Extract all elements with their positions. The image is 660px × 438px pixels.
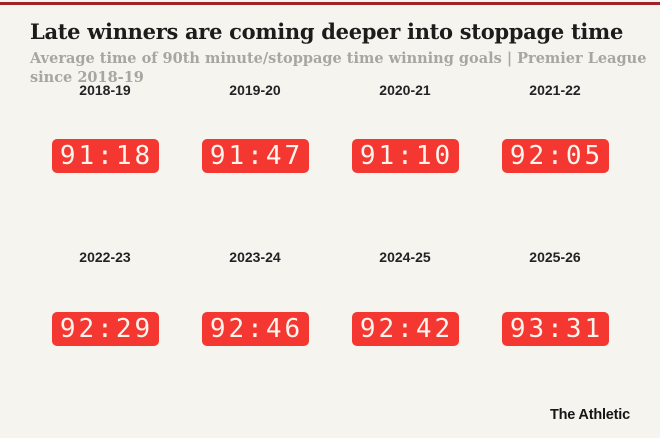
clock-display: 92:05 (501, 139, 609, 173)
clock-time: 93:31 (509, 314, 604, 344)
the-athletic-wordmark: The Athletic (549, 407, 630, 423)
season-label: 2024-25 (379, 249, 431, 265)
chart-subtitle: Average time of 90th minute/stoppage tim… (30, 50, 647, 86)
clock-time: 92:05 (509, 141, 604, 171)
season-cell-2018-19: 2018-19 91:18 (30, 82, 180, 173)
clock-time: 91:10 (359, 141, 454, 171)
clock-time: 92:42 (359, 314, 454, 344)
clock-time: 92:29 (59, 314, 154, 344)
clock-time: 91:18 (59, 141, 154, 171)
season-cell-2020-21: 2020-21 91:10 (330, 82, 480, 173)
clock-display: 92:46 (201, 312, 309, 346)
season-cell-2023-24: 2023-24 92:46 (180, 249, 330, 346)
season-label: 2025-26 (529, 249, 581, 265)
season-label: 2023-24 (229, 249, 281, 265)
season-cell-2021-22: 2021-22 92:05 (480, 82, 630, 173)
season-cell-2024-25: 2024-25 92:42 (330, 249, 480, 346)
season-cell-2022-23: 2022-23 92:29 (30, 249, 180, 346)
season-label: 2019-20 (229, 82, 281, 98)
clock-display: 93:31 (501, 312, 609, 346)
clock-display: 91:47 (201, 139, 309, 173)
clock-row-1: 2018-19 91:18 2019-20 91:47 2020-21 91:1… (30, 82, 630, 173)
clock-row-2: 2022-23 92:29 2023-24 92:46 2024-25 92:4… (30, 249, 630, 346)
season-label: 2022-23 (79, 249, 131, 265)
clock-display: 91:10 (351, 139, 459, 173)
clock-time: 92:46 (209, 314, 304, 344)
season-label: 2020-21 (379, 82, 431, 98)
chart-title: Late winners are coming deeper into stop… (30, 19, 623, 44)
clock-display: 92:42 (351, 312, 459, 346)
clock-time: 91:47 (209, 141, 304, 171)
clock-display: 92:29 (51, 312, 159, 346)
season-cell-2019-20: 2019-20 91:47 (180, 82, 330, 173)
season-cell-2025-26: 2025-26 93:31 (480, 249, 630, 346)
top-accent-rule (0, 2, 660, 5)
season-label: 2018-19 (79, 82, 131, 98)
season-label: 2021-22 (529, 82, 581, 98)
clock-display: 91:18 (51, 139, 159, 173)
